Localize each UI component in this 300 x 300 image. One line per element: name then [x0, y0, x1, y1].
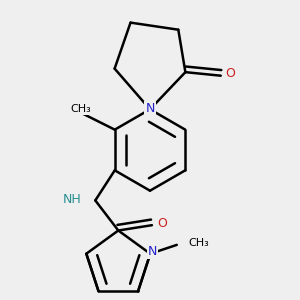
Text: NH: NH [62, 193, 81, 206]
Text: CH₃: CH₃ [71, 104, 92, 115]
Text: N: N [145, 102, 155, 115]
Text: N: N [148, 245, 157, 259]
Text: O: O [226, 68, 236, 80]
Text: CH₃: CH₃ [188, 238, 209, 248]
Text: O: O [158, 217, 167, 230]
